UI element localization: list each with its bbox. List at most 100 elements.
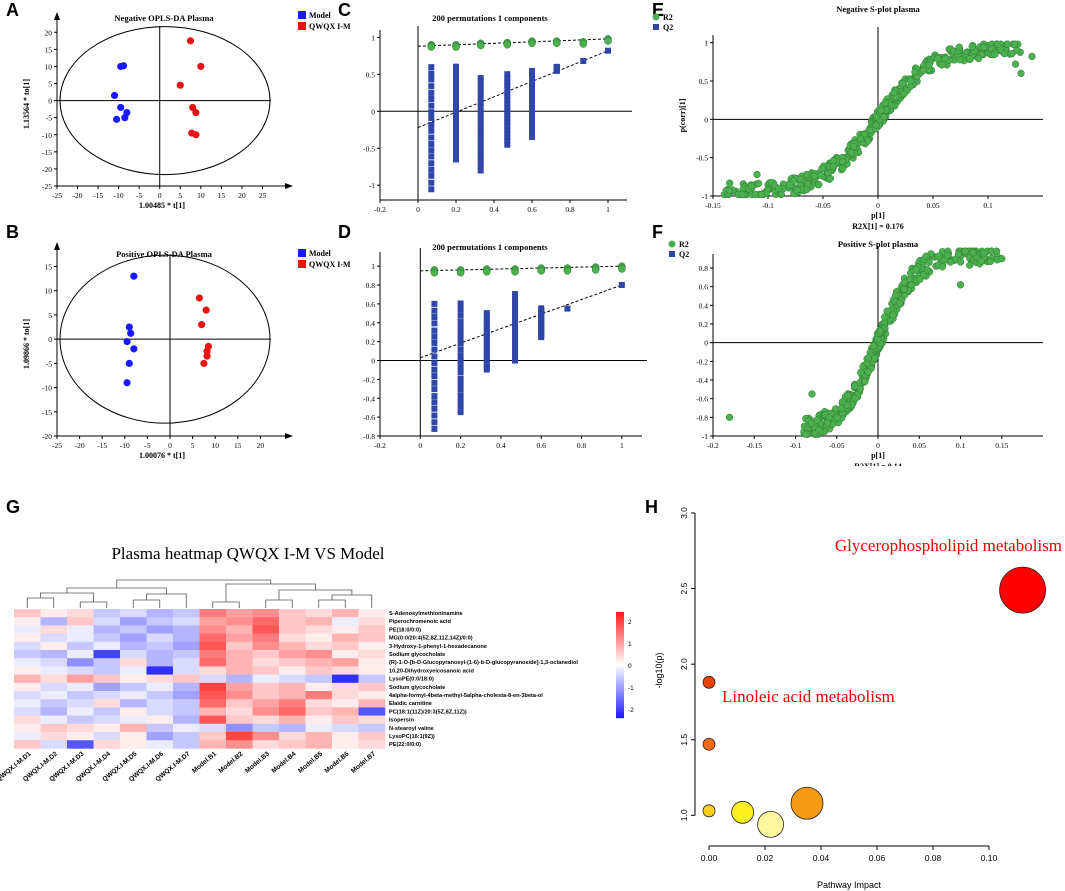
heatmap-cell: [226, 723, 253, 733]
heatmap-cell: [14, 715, 41, 725]
y-axis-label: -log10(p): [654, 652, 664, 688]
heatmap-cell: [332, 617, 359, 626]
q2-point: [453, 83, 459, 90]
heatmap-cell: [279, 609, 306, 618]
q2-point: [457, 318, 464, 325]
heatmap-cell: [14, 740, 41, 749]
q2-point: [512, 357, 519, 364]
chart-title: Positive S-plot plasma: [838, 239, 919, 249]
q2-point: [477, 113, 484, 120]
dendrogram-branch: [225, 583, 316, 602]
q2-point: [453, 78, 459, 85]
heatmap-cell: [199, 633, 227, 643]
q2-point: [428, 140, 435, 147]
q2-point: [453, 137, 459, 144]
chart-title: Positive OPLS-DA Plasma: [116, 249, 213, 259]
q2-point: [504, 101, 511, 108]
x-tick-label: -0.05: [829, 441, 845, 450]
heatmap-col-label: Model.B3: [244, 750, 271, 774]
q2-point: [483, 310, 490, 317]
splot-point: [900, 285, 908, 293]
heatmap-cell: [173, 682, 200, 692]
heatmap-cell: [67, 740, 94, 749]
splot-point: [892, 291, 900, 300]
splot-point: [838, 157, 847, 166]
heatmap-cell: [199, 732, 227, 741]
splot-point: [738, 190, 746, 199]
splot-point: [925, 61, 933, 69]
splot-point: [991, 50, 999, 58]
colorbar-segment: [616, 690, 624, 693]
x-tick-label: -5: [136, 191, 142, 200]
heatmap-cell: [67, 707, 94, 716]
q2-point: [504, 74, 511, 81]
data-point: [130, 345, 138, 353]
y-tick-label: -1: [702, 432, 708, 441]
colorbar-segment: [616, 648, 624, 651]
r2-point: [528, 39, 536, 48]
colorbar-segment: [616, 656, 624, 659]
y-tick-label: -0.6: [696, 395, 708, 404]
x-tick-label: -25: [52, 441, 62, 450]
heatmap-cell: [199, 682, 227, 692]
q2-point: [457, 340, 464, 347]
q2-point: [431, 313, 438, 320]
q2-point: [529, 102, 535, 109]
heatmap-cell: [14, 650, 41, 659]
colorbar-segment: [616, 700, 624, 703]
heatmap-cell: [199, 699, 227, 708]
q2-point: [504, 82, 511, 89]
heatmap-cell: [252, 633, 280, 643]
x-tick-label: 0: [876, 201, 880, 210]
x-tick-label: 25: [259, 191, 267, 200]
splot-point: [935, 252, 943, 260]
q2-point: [504, 138, 511, 145]
q2-point: [512, 339, 519, 346]
heatmap-cell: [252, 682, 280, 692]
dendrogram-branch: [79, 601, 108, 608]
x-tick-label: 0.05: [913, 441, 926, 450]
q2-point: [477, 138, 484, 145]
heatmap-cell: [120, 723, 147, 733]
q2-point: [428, 95, 435, 102]
heatmap-cell: [146, 715, 174, 725]
panel-letter-a: A: [6, 0, 19, 20]
splot-point: [922, 252, 930, 260]
dendrogram-branch: [212, 601, 240, 608]
q2-point: [453, 141, 459, 148]
splot-point: [1008, 49, 1016, 58]
q2-point: [529, 81, 535, 88]
heatmap-cell: [199, 715, 227, 725]
heatmap-cell: [14, 609, 41, 618]
heatmap-cell: [93, 732, 121, 741]
data-point: [176, 81, 184, 89]
heatmap-cell: [279, 633, 306, 643]
heatmap-row-label: Elaidic carnitine: [389, 701, 432, 707]
heatmap-cell: [226, 715, 253, 725]
heatmap-cell: [305, 666, 333, 675]
heatmap-cell: [67, 666, 94, 675]
r2-point: [483, 268, 491, 276]
colorbar-segment: [616, 654, 624, 657]
splot-point: [883, 307, 891, 315]
x-tick-label: 0.1: [983, 201, 993, 210]
heatmap-cell: [67, 699, 94, 708]
heatmap-cell: [279, 732, 306, 741]
colorbar-segment: [616, 674, 624, 677]
q2-point: [529, 113, 535, 120]
q2-point: [529, 85, 535, 92]
data-point: [127, 329, 135, 337]
y-tick-label: 0.2: [699, 320, 709, 329]
colorbar-segment: [616, 628, 624, 631]
splot-point: [839, 164, 847, 173]
splot-point: [966, 261, 974, 269]
splot-point: [934, 55, 942, 63]
heatmap-cell: [67, 650, 94, 659]
x-tick-label: 0.02: [757, 853, 774, 863]
heatmap-cell: [358, 633, 386, 643]
heatmap-cell: [279, 658, 306, 667]
q2-point: [457, 375, 464, 382]
heatmap-cell: [67, 682, 94, 692]
splot-point: [896, 299, 904, 307]
legend-swatch: [669, 251, 675, 257]
